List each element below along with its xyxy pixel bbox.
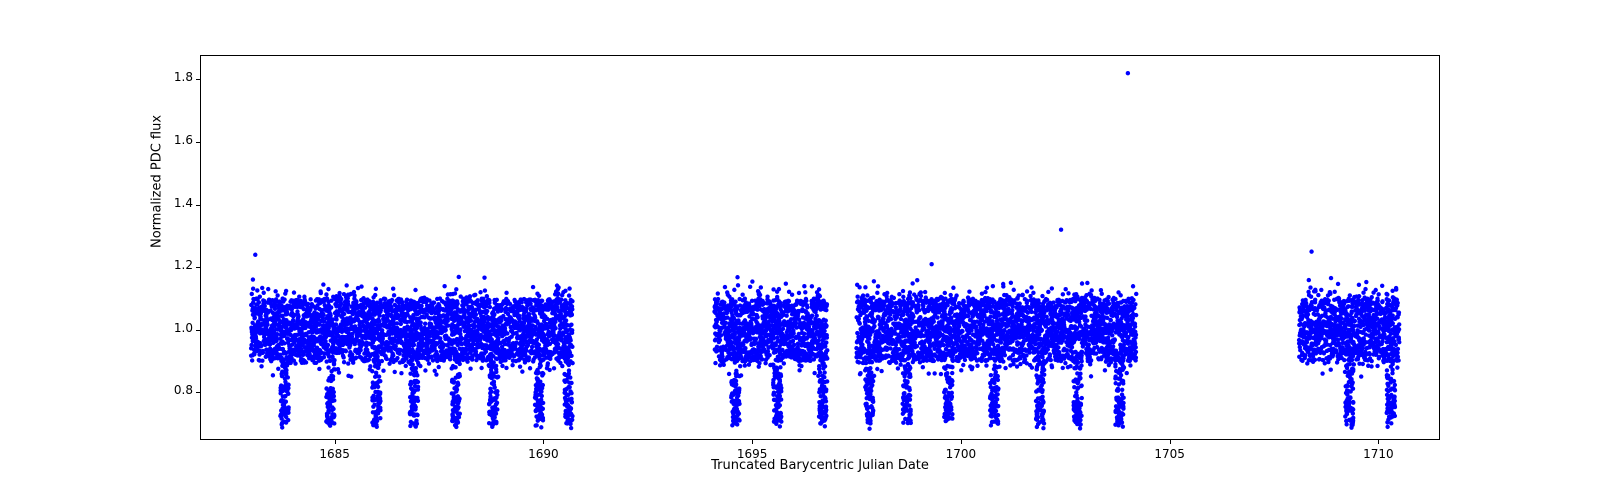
y-tick-label: 1.6: [174, 133, 201, 147]
x-tick: [543, 439, 544, 444]
x-tick-label: 1690: [528, 447, 559, 461]
x-tick: [752, 439, 753, 444]
x-tick-label: 1705: [1154, 447, 1185, 461]
x-tick-label: 1700: [946, 447, 977, 461]
x-tick-label: 1685: [319, 447, 350, 461]
y-tick-label: 1.2: [174, 258, 201, 272]
x-tick: [961, 439, 962, 444]
chart-axes: Truncated Barycentric Julian Date Normal…: [200, 55, 1440, 440]
figure: Truncated Barycentric Julian Date Normal…: [0, 0, 1600, 500]
x-tick: [335, 439, 336, 444]
x-tick: [1170, 439, 1171, 444]
y-axis-label: Normalized PDC flux: [150, 114, 165, 247]
x-tick-label: 1695: [737, 447, 768, 461]
y-tick-label: 0.8: [174, 383, 201, 397]
y-tick-label: 1.8: [174, 70, 201, 84]
scatter-plot: [201, 56, 1441, 441]
y-tick-label: 1.4: [174, 196, 201, 210]
x-tick-label: 1710: [1363, 447, 1394, 461]
x-tick: [1378, 439, 1379, 444]
y-tick-label: 1.0: [174, 321, 201, 335]
